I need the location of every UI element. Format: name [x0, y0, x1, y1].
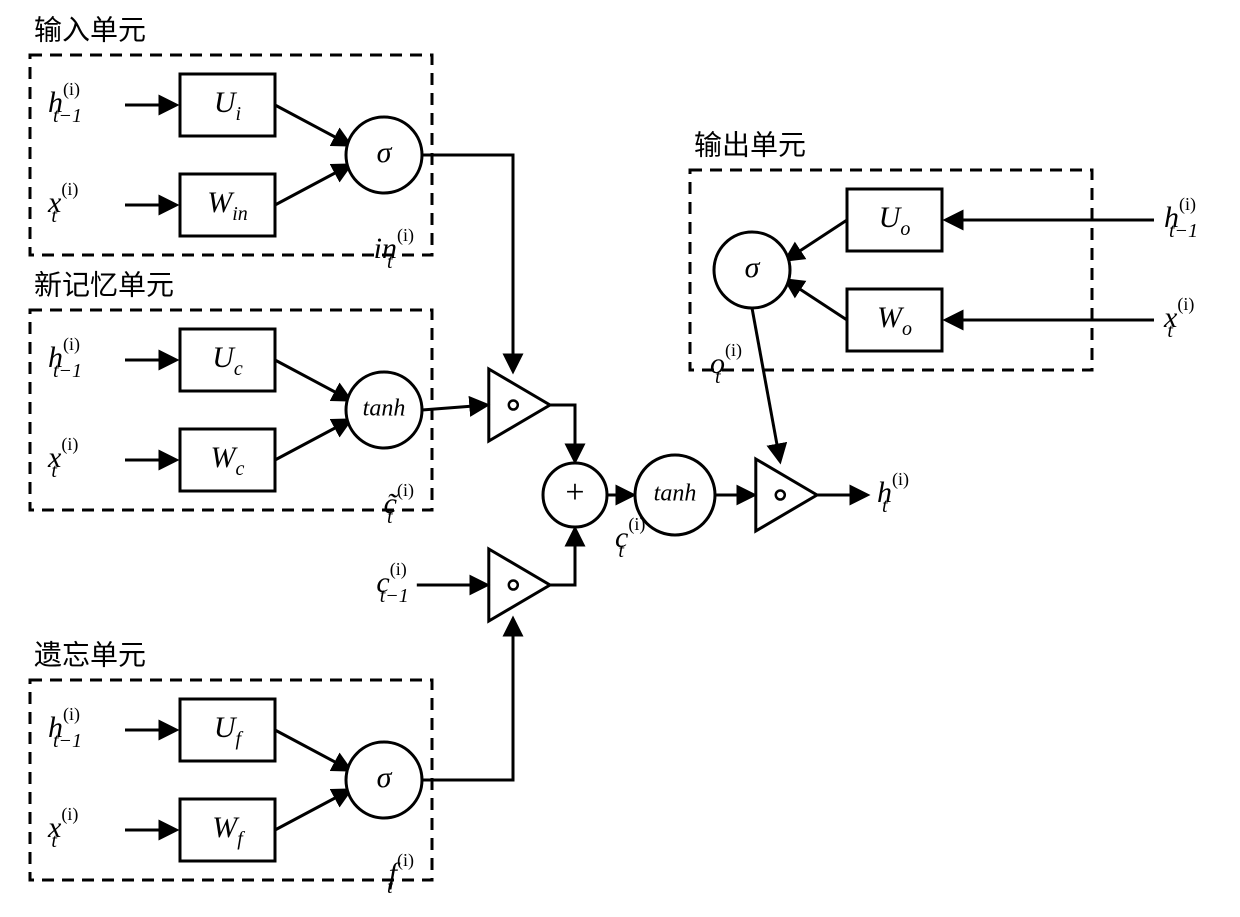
memory-unit-activation-label: tanh	[363, 396, 406, 422]
forget-unit-title: 遗忘单元	[34, 639, 146, 671]
input-unit-h-in: h(i)t−1	[48, 79, 82, 126]
memory-unit-h-in: h(i)t−1	[48, 334, 82, 381]
input-unit-activation-label: σ	[377, 136, 393, 169]
input-unit: 输入单元 h(i)t−1 Ui x(i)t Win σ in(i)t	[30, 14, 432, 272]
forget-unit-out-var: f(i)t	[387, 850, 414, 897]
output-unit: 输出单元 Uo h(i)t−1 Wo x(i)t σ o(i)t	[690, 129, 1198, 387]
memory-unit-W-label: Wc	[211, 441, 245, 480]
c-cur-label: c(i)t	[615, 514, 645, 561]
output-unit-out-var: o(i)t	[710, 340, 742, 387]
input-unit-W-label: Win	[207, 186, 248, 225]
output-unit-x-in: x(i)t	[1163, 294, 1194, 341]
plus-label: +	[565, 474, 584, 511]
forget-unit: 遗忘单元 h(i)t−1 Uf x(i)t Wf σ f(i)t	[30, 639, 432, 897]
memory-unit-U-label: Uc	[212, 341, 243, 380]
input-unit-U-label: Ui	[214, 86, 241, 125]
forget-unit-activation-label: σ	[377, 761, 393, 794]
memory-unit: 新记忆单元 h(i)t−1 Uc x(i)t Wc tanh c̃(i)t	[30, 269, 432, 527]
output-unit-activation-label: σ	[745, 251, 761, 284]
input-unit-title: 输入单元	[34, 14, 146, 46]
input-unit-out-var: in(i)t	[374, 225, 414, 272]
output-unit-W-label: Wo	[877, 301, 912, 340]
c-prev-label: c(i)t−1	[376, 559, 408, 606]
memory-unit-title: 新记忆单元	[34, 269, 174, 301]
output-unit-title: 输出单元	[694, 129, 806, 161]
memory-unit-x-in: x(i)t	[47, 434, 78, 481]
forget-unit-h-in: h(i)t−1	[48, 704, 82, 751]
forget-unit-W-label: Wf	[212, 811, 245, 850]
lstm-diagram: 输入单元 h(i)t−1 Ui x(i)t Win σ in(i)t 新记忆单元 h(i)t−1…	[0, 0, 1240, 917]
memory-unit-out-var: c̃(i)t	[384, 480, 414, 527]
h-out-label: h(i)t	[877, 469, 909, 516]
output-unit-U-label: Uo	[879, 201, 911, 240]
forget-unit-U-label: Uf	[214, 711, 244, 750]
input-unit-x-in: x(i)t	[47, 179, 78, 226]
output-unit-h-in: h(i)t−1	[1164, 194, 1198, 241]
forget-unit-x-in: x(i)t	[47, 804, 78, 851]
tanh-label: tanh	[654, 481, 697, 507]
center-ops: + tanh c(i)t−1 c(i)t h(i)t	[376, 155, 909, 780]
